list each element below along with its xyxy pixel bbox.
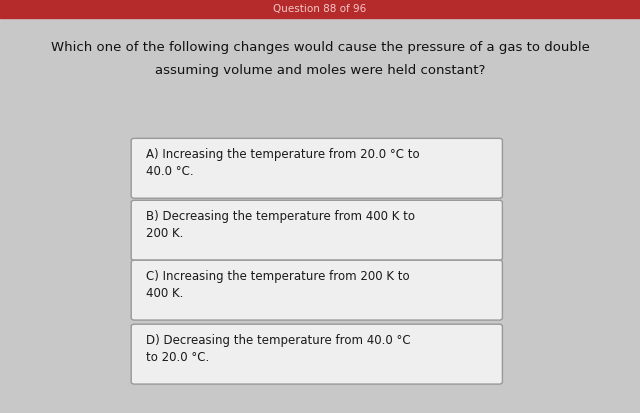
Text: B) Decreasing the temperature from 400 K to
200 K.: B) Decreasing the temperature from 400 K… [146,210,415,240]
FancyBboxPatch shape [131,260,502,320]
FancyBboxPatch shape [131,324,502,384]
Text: A) Increasing the temperature from 20.0 °C to
40.0 °C.: A) Increasing the temperature from 20.0 … [146,148,420,178]
FancyBboxPatch shape [131,200,502,260]
Bar [0,0,640,18]
Text: Question 88 of 96: Question 88 of 96 [273,4,367,14]
Text: Which one of the following changes would cause the pressure of a gas to double: Which one of the following changes would… [51,41,589,54]
Text: C) Increasing the temperature from 200 K to
400 K.: C) Increasing the temperature from 200 K… [146,270,410,300]
Text: D) Decreasing the temperature from 40.0 °C
to 20.0 °C.: D) Decreasing the temperature from 40.0 … [146,334,410,364]
Text: assuming volume and moles were held constant?: assuming volume and moles were held cons… [155,64,485,77]
FancyBboxPatch shape [131,138,502,198]
